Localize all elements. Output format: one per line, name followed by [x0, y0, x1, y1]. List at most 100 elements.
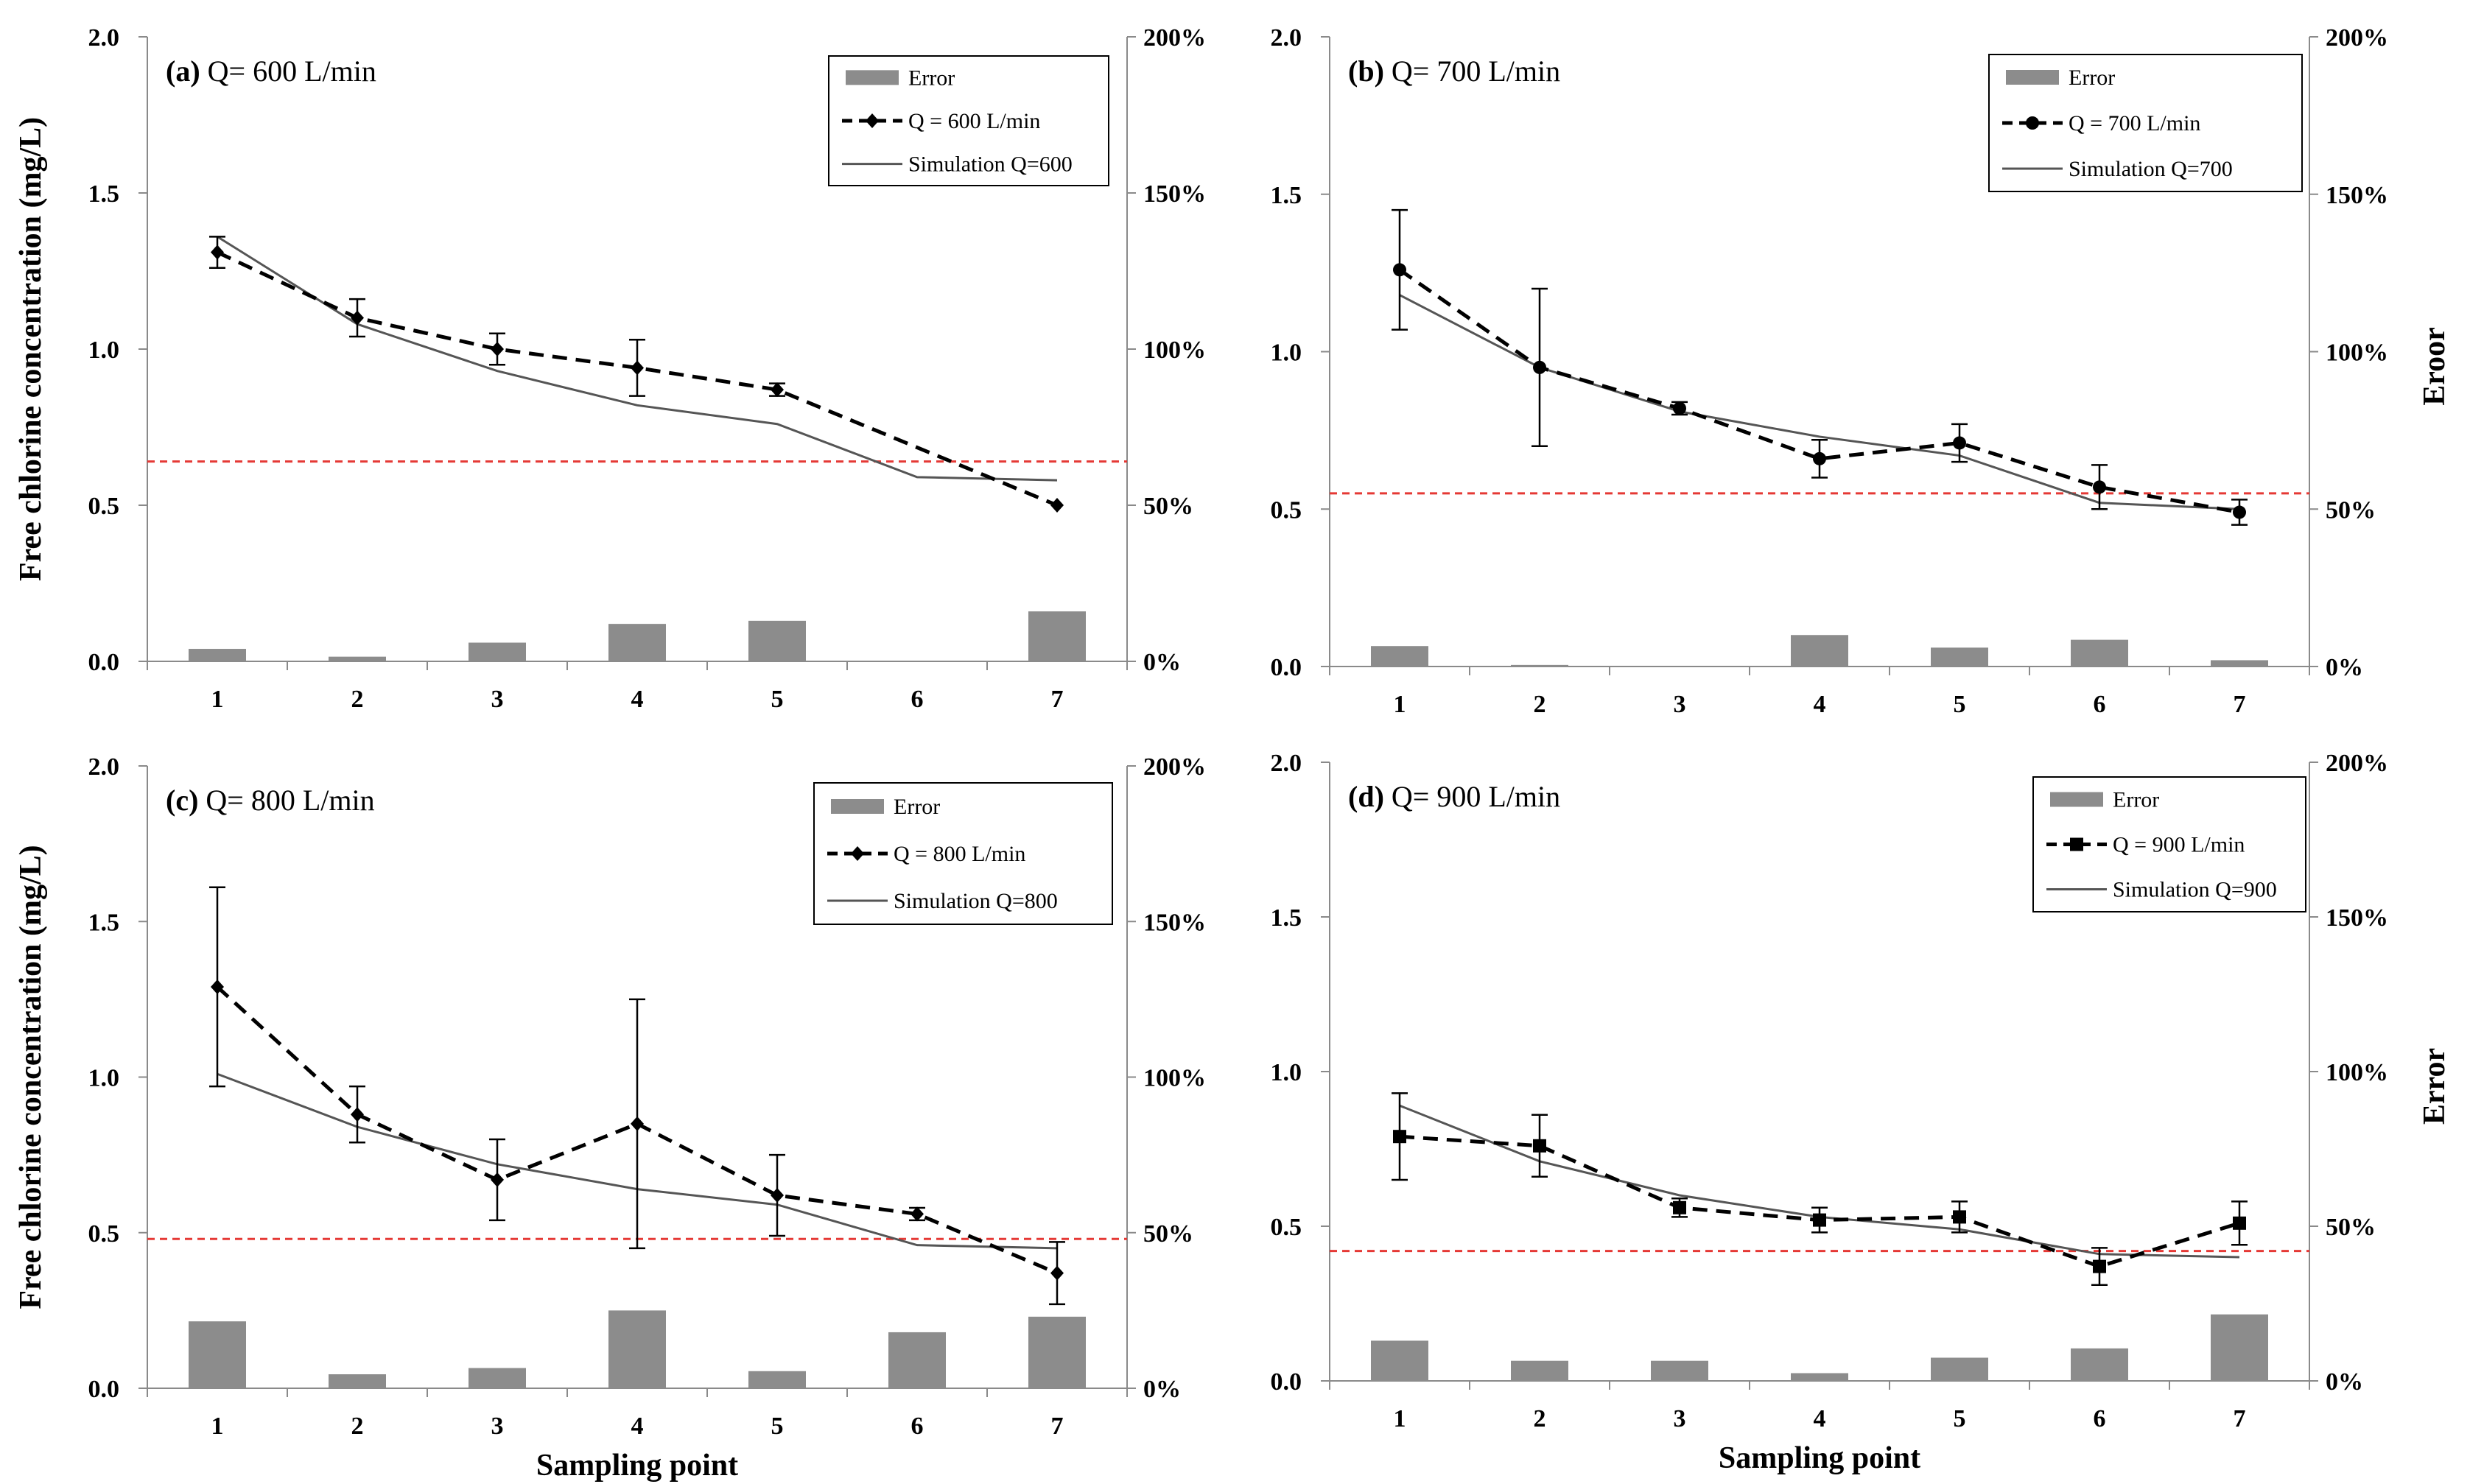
- legend-error-swatch: [846, 70, 899, 85]
- error-bar: [469, 1368, 526, 1388]
- right-tick-label: 0%: [1143, 1376, 1181, 1403]
- measured-point: [1673, 1200, 1686, 1214]
- legend-error-swatch: [2006, 70, 2059, 85]
- panel-title: (a) Q= 600 L/min: [166, 54, 376, 88]
- left-tick-label: 1.5: [1271, 904, 1302, 932]
- right-tick-label: 100%: [2326, 1059, 2388, 1086]
- x-tick-label: 4: [1814, 1405, 1826, 1432]
- legend-measured-label: Q = 600 L/min: [908, 109, 1040, 133]
- left-tick-label: 1.5: [88, 909, 120, 936]
- x-tick-label: 5: [1954, 1405, 1966, 1432]
- x-tick-label: 6: [2094, 1405, 2106, 1432]
- x-tick-label: 5: [771, 1413, 784, 1440]
- y-axis-title: Free chlorine concentration (mg/L): [14, 845, 48, 1309]
- right-tick-label: 50%: [1143, 493, 1193, 520]
- error-bar: [189, 649, 246, 661]
- measured-point: [1813, 1213, 1826, 1227]
- right-tick-label: 150%: [1143, 180, 1206, 208]
- left-tick-label: 0.5: [88, 493, 120, 520]
- x-tick-label: 7: [1051, 686, 1064, 713]
- x-tick-label: 3: [1674, 691, 1686, 718]
- error-bar: [608, 1310, 666, 1388]
- left-tick-label: 0.5: [1271, 496, 1302, 524]
- left-tick-label: 0.0: [88, 1376, 120, 1403]
- error-bar: [888, 1332, 946, 1388]
- error-bar: [1511, 1360, 1568, 1381]
- error-bar: [1371, 646, 1428, 667]
- error-bar: [189, 1321, 246, 1388]
- error-bar: [1931, 1357, 1988, 1381]
- right-tick-label: 200%: [1143, 753, 1206, 781]
- left-tick-label: 2.0: [88, 24, 120, 52]
- legend-measured-marker: [866, 113, 879, 128]
- right-tick-label: 200%: [1143, 24, 1206, 52]
- error-bar: [608, 624, 666, 661]
- measured-point: [771, 382, 784, 398]
- legend-simulation-label: Simulation Q=700: [2069, 157, 2233, 181]
- measured-point: [631, 360, 644, 376]
- x-tick-label: 1: [1394, 691, 1406, 718]
- measured-point: [2233, 505, 2246, 519]
- legend-simulation-label: Simulation Q=600: [908, 152, 1073, 177]
- right-tick-label: 50%: [2326, 1214, 2376, 1241]
- left-tick-label: 0.0: [88, 649, 120, 676]
- error-bar: [2071, 1348, 2128, 1381]
- x-axis-title: Sampling point: [1719, 1441, 1920, 1475]
- left-tick-label: 2.0: [88, 753, 120, 781]
- chart-panel-b: 0.0 0.5 1.0 1.5 2.0 0% 50% 100% 150% 200% 1 2 3 4 5 6 7 (…: [1271, 24, 2452, 718]
- x-tick-label: 2: [1534, 691, 1546, 718]
- error-bar: [2211, 660, 2268, 667]
- measured-point: [211, 245, 224, 260]
- measured-point: [631, 1116, 644, 1131]
- legend-error-label: Error: [2069, 66, 2115, 90]
- x-tick-label: 4: [631, 1413, 644, 1440]
- error-bar: [1028, 611, 1086, 661]
- panel-title: (b) Q= 700 L/min: [1348, 54, 1560, 88]
- x-tick-label: 1: [211, 1413, 224, 1440]
- x-tick-label: 2: [351, 1413, 364, 1440]
- x-tick-label: 3: [1674, 1405, 1686, 1432]
- panel-title-text: Q= 800 L/min: [206, 784, 374, 817]
- error-bar: [2211, 1314, 2268, 1381]
- x-tick-label: 4: [631, 686, 644, 713]
- error-bar: [1028, 1316, 1086, 1388]
- legend-error-swatch: [2050, 792, 2103, 807]
- chart-panel-c: 0.0 0.5 1.0 1.5 2.0 0% 50% 100% 150% 200% 1 2 3 4 5 6 7 (…: [14, 753, 1206, 1483]
- error-bar: [1791, 635, 1848, 667]
- right-tick-label: 200%: [2326, 24, 2388, 52]
- panel-label: (d): [1348, 780, 1392, 813]
- legend-measured-label: Q = 700 L/min: [2069, 111, 2200, 136]
- left-tick-label: 1.5: [88, 180, 120, 208]
- right-tick-label: 0%: [1143, 649, 1181, 676]
- right-tick-label: 100%: [1143, 1065, 1206, 1092]
- simulation-line: [1399, 1104, 2240, 1259]
- right-tick-label: 100%: [1143, 337, 1206, 364]
- right-axis-title: Error: [2418, 1048, 2452, 1125]
- measured-point: [491, 342, 504, 356]
- right-axis-title: Eroor: [2418, 327, 2452, 406]
- legend-simulation-label: Simulation Q=800: [894, 889, 1058, 913]
- error-bar: [748, 1371, 806, 1388]
- y-axis-title: Free chlorine concentration (mg/L): [14, 117, 48, 581]
- measured-point: [1813, 451, 1826, 465]
- left-tick-label: 0.0: [1271, 1368, 1302, 1396]
- left-tick-label: 1.5: [1271, 182, 1302, 209]
- right-tick-label: 0%: [2326, 654, 2363, 681]
- measured-point: [1393, 263, 1406, 277]
- legend-measured-label: Q = 800 L/min: [894, 842, 1025, 866]
- right-tick-label: 0%: [2326, 1368, 2363, 1396]
- x-tick-label: 3: [491, 686, 504, 713]
- left-tick-label: 0.5: [88, 1220, 120, 1248]
- left-tick-label: 1.0: [88, 1065, 120, 1092]
- measured-point: [351, 310, 364, 326]
- left-tick-label: 2.0: [1271, 750, 1302, 777]
- x-tick-label: 5: [1954, 691, 1966, 718]
- right-tick-label: 150%: [2326, 182, 2388, 209]
- error-bar: [1511, 664, 1568, 667]
- right-tick-label: 50%: [2326, 496, 2376, 524]
- measured-point: [1533, 360, 1546, 374]
- x-tick-label: 4: [1814, 691, 1826, 718]
- right-tick-label: 100%: [2326, 340, 2388, 367]
- error-bar: [329, 1374, 386, 1388]
- right-tick-label: 50%: [1143, 1220, 1193, 1248]
